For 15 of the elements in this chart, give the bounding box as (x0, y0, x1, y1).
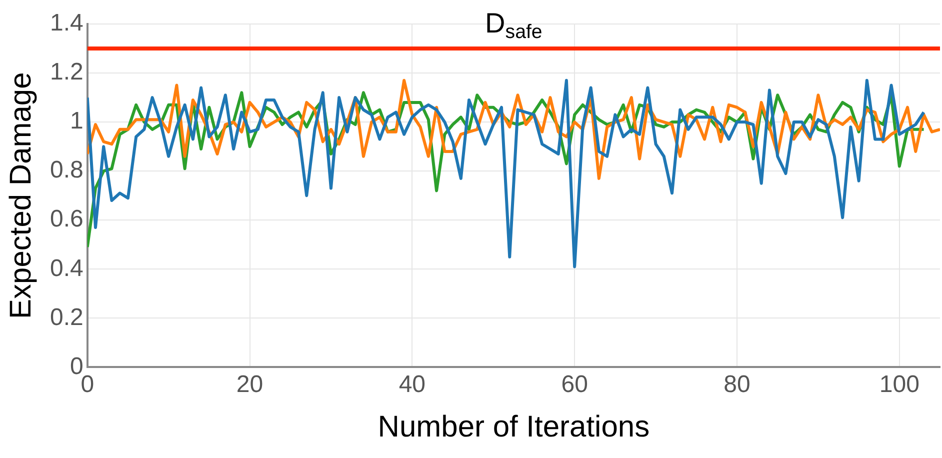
x-tick-label: 60 (561, 371, 588, 398)
y-tick-label: 1 (70, 108, 84, 135)
y-axis-title: Expected Damage (4, 72, 38, 320)
y-tick-label: 0.8 (50, 156, 84, 184)
y-tick-label: 0 (70, 352, 84, 380)
y-tick-label: 1.2 (50, 58, 84, 86)
x-tick-label: 40 (398, 371, 426, 398)
y-tick-label: 0.4 (50, 254, 84, 282)
x-axis-title: Number of Iterations (378, 410, 650, 444)
x-tick-label: 80 (724, 371, 750, 398)
y-tick-label: 0.2 (50, 304, 84, 331)
x-tick-label: 100 (879, 371, 920, 398)
x-tick-label: 20 (236, 371, 264, 398)
y-tick-label: 1.4 (50, 10, 84, 37)
y-tick-label: 0.6 (50, 206, 84, 233)
